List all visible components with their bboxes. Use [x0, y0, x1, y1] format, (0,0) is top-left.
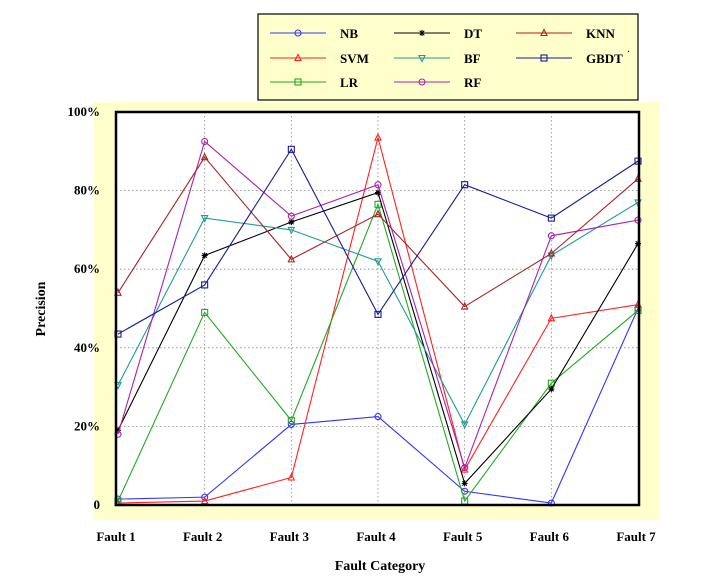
legend-item-dt: DT [394, 26, 482, 41]
y-tick-label: 100% [68, 104, 101, 119]
data-point-knn [374, 209, 382, 218]
data-point-gbdt [547, 214, 555, 222]
data-point-rf [287, 212, 295, 220]
data-point-dt [201, 252, 208, 259]
legend-marker-nb [294, 29, 302, 37]
data-point-nb [287, 420, 295, 428]
x-tick-label: Fault 5 [443, 529, 483, 544]
data-point-svm [374, 132, 382, 141]
x-tick-label: Fault 6 [530, 529, 570, 544]
data-point-dt [288, 219, 295, 226]
legend-item-lr: LR [270, 75, 359, 90]
legend-marker-rf [418, 78, 426, 86]
legend-label-rf: RF [464, 75, 481, 90]
legend-box [257, 13, 639, 101]
plot-border [114, 110, 641, 507]
data-point-svm [547, 313, 556, 322]
y-tick-label: 20% [74, 418, 100, 433]
x-tick-label: Fault 4 [356, 529, 396, 544]
legend-marker-knn [540, 28, 548, 37]
y-tick-labels: 0 20% 40% 60% 80% 100% [68, 104, 101, 512]
legend-item-svm: SVM [270, 51, 369, 66]
legend: NB SVM LR DT BF RF KNN GBDT [257, 13, 639, 101]
data-point-svm [287, 472, 296, 481]
legend-item-knn: KNN [516, 26, 616, 41]
y-tick-label: 80% [74, 183, 100, 198]
x-tick-label: Fault 7 [616, 529, 656, 544]
legend-items: NB SVM LR DT BF RF KNN GBDT [270, 26, 623, 90]
series-svm [114, 132, 642, 507]
y-tick-label: 60% [74, 261, 100, 276]
data-point-nb [201, 493, 209, 501]
x-tick-label: Fault 2 [183, 529, 222, 544]
data-point-bf [200, 215, 209, 223]
legend-marker-bf [418, 54, 426, 63]
legend-marker-gbdt [540, 54, 548, 62]
data-point-bf [460, 421, 469, 430]
x-tick-label: Fault 3 [270, 529, 310, 544]
legend-item-rf: RF [394, 75, 481, 90]
legend-label-lr: LR [340, 75, 359, 90]
legend-marker-lr [294, 78, 302, 86]
legend-label-knn: KNN [586, 26, 616, 41]
y-tick-label: 0 [94, 497, 101, 512]
legend-label-gbdt: GBDT [586, 51, 623, 66]
x-tick-labels: Fault 1 Fault 2 Fault 3 Fault 4 Fault 5 Fault… [96, 529, 656, 544]
data-point-dt [461, 480, 468, 487]
legend-label-bf: BF [464, 51, 481, 66]
data-point-dt [115, 427, 121, 434]
x-axis-title: Fault Category [335, 559, 426, 574]
data-point-svm [200, 496, 209, 505]
data-point-dt [548, 386, 555, 393]
data-point-gbdt [461, 181, 469, 189]
legend-item-bf: BF [394, 51, 481, 66]
y-axis-title: Precision [34, 281, 49, 336]
data-point-nb [374, 413, 382, 421]
data-point-lr [287, 416, 295, 425]
data-point-gbdt [287, 145, 295, 153]
data-point-gbdt [374, 310, 382, 318]
data-point-bf [374, 258, 382, 267]
legend-label-svm: SVM [340, 51, 369, 66]
data-point-rf [461, 464, 469, 472]
data-point-lr [201, 308, 209, 316]
data-point-knn [460, 301, 469, 310]
series-line-gbdt [117, 148, 639, 335]
data-point-rf [201, 137, 209, 146]
data-point-rf [374, 181, 382, 189]
plot-area [116, 112, 639, 505]
series-layer [114, 132, 642, 507]
x-tick-label: Fault 1 [96, 529, 135, 544]
data-point-dt [375, 189, 381, 196]
legend-label-dt: DT [464, 26, 482, 41]
data-point-knn [200, 152, 209, 161]
data-point-gbdt [201, 281, 209, 289]
legend-item-gbdt: GBDT [516, 51, 623, 66]
y-tick-label: 40% [74, 340, 100, 355]
series-line-rf [117, 140, 639, 470]
legend-marker-svm [294, 53, 302, 62]
legend-item-nb: NB [270, 26, 358, 41]
series-line-svm [117, 137, 639, 504]
series-line-lr [117, 202, 639, 503]
stray-dot: . [627, 41, 630, 55]
legend-label-nb: NB [340, 26, 358, 41]
data-point-svm [460, 464, 469, 473]
legend-marker-dt [419, 30, 425, 36]
series-line-knn [117, 156, 639, 308]
data-point-rf [547, 232, 555, 240]
data-point-knn [547, 248, 556, 257]
data-point-knn [287, 254, 296, 263]
data-point-bf [287, 226, 296, 235]
